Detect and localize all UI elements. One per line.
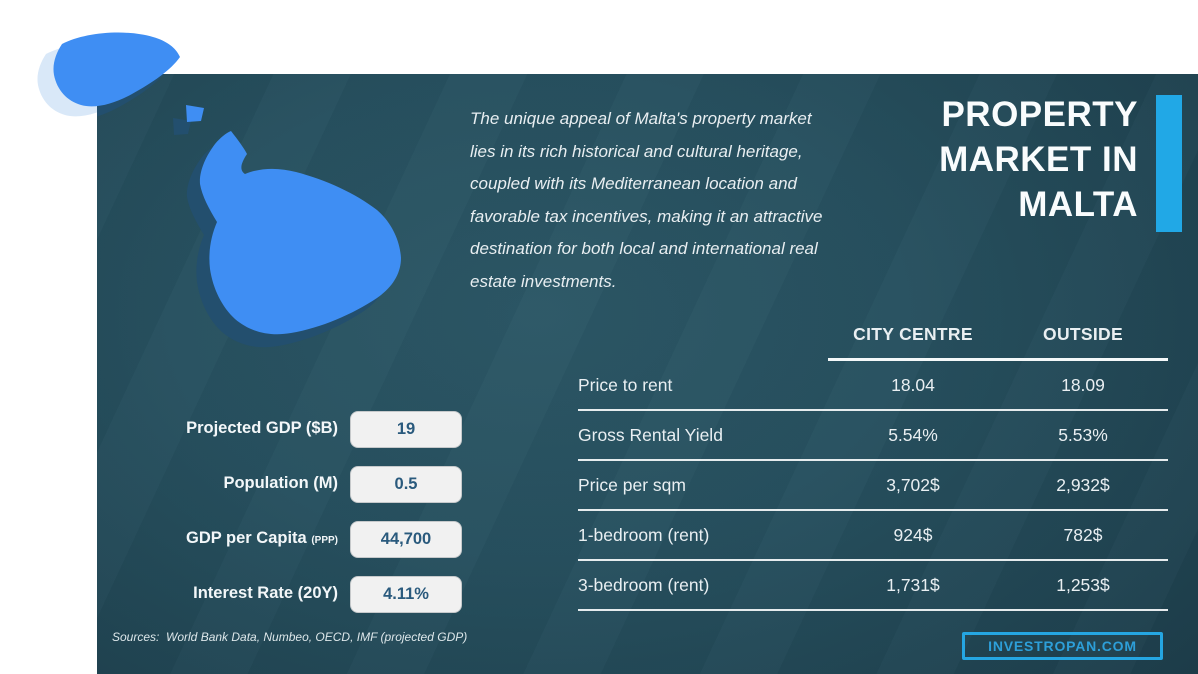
table-header-row: CITY CENTRE OUTSIDE	[578, 310, 1168, 358]
key-stats: Projected GDP ($B) 19 Population (M) 0.5…	[152, 411, 462, 631]
table-row: 3-bedroom (rent) 1,731$ 1,253$	[578, 561, 1168, 611]
stat-label-small: (PPP)	[311, 535, 338, 546]
stat-label: Projected GDP ($B)	[186, 419, 338, 437]
intro-paragraph: The unique appeal of Malta's property ma…	[470, 109, 823, 291]
row-label: 3-bedroom (rent)	[578, 574, 710, 595]
row-label: Gross Rental Yield	[578, 424, 723, 445]
stat-value-box: 44,700	[350, 521, 462, 558]
outside-value: 782$	[1063, 524, 1103, 545]
market-table: CITY CENTRE OUTSIDE Price to rent 18.04 …	[578, 310, 1168, 611]
row-label: 1-bedroom (rent)	[578, 524, 710, 545]
page-title: PROPERTY MARKET IN MALTA	[939, 95, 1138, 224]
table-row: Gross Rental Yield 5.54% 5.53%	[578, 411, 1168, 461]
column-header-outside: OUTSIDE	[1043, 323, 1123, 344]
stat-label: Interest Rate (20Y)	[193, 584, 338, 602]
city-centre-value: 5.54%	[888, 424, 938, 445]
infographic-card: PROPERTY MARKET IN MALTA The unique appe…	[97, 74, 1198, 674]
stat-value-box: 19	[350, 411, 462, 448]
table-row: 1-bedroom (rent) 924$ 782$	[578, 511, 1168, 561]
outside-value: 2,932$	[1056, 474, 1110, 495]
title-accent-bar	[1156, 95, 1182, 232]
stat-row-gdp-per-capita: GDP per Capita (PPP) 44,700	[152, 521, 462, 558]
outside-value: 1,253$	[1056, 574, 1110, 595]
header-underline	[828, 358, 1168, 361]
city-centre-value: 1,731$	[886, 574, 940, 595]
city-centre-value: 18.04	[891, 374, 935, 395]
table-row: Price to rent 18.04 18.09	[578, 361, 1168, 411]
stat-label: GDP per Capita	[186, 529, 312, 547]
column-header-city-centre: CITY CENTRE	[853, 323, 973, 344]
city-centre-value: 3,702$	[886, 474, 940, 495]
stat-row-projected-gdp: Projected GDP ($B) 19	[152, 411, 462, 448]
outside-value: 5.53%	[1058, 424, 1108, 445]
stat-row-population: Population (M) 0.5	[152, 466, 462, 503]
stat-row-interest-rate: Interest Rate (20Y) 4.11%	[152, 576, 462, 613]
stat-value-box: 0.5	[350, 466, 462, 503]
brand-website-button[interactable]: INVESTROPAN.COM	[962, 632, 1163, 660]
row-label: Price to rent	[578, 374, 673, 395]
outside-value: 18.09	[1061, 374, 1105, 395]
row-label: Price per sqm	[578, 474, 686, 495]
city-centre-value: 924$	[893, 524, 933, 545]
table-row: Price per sqm 3,702$ 2,932$	[578, 461, 1168, 511]
stat-label: Population (M)	[223, 474, 338, 492]
sources-note: Sources: World Bank Data, Numbeo, OECD, …	[112, 630, 468, 644]
stat-value-box: 4.11%	[350, 576, 462, 613]
